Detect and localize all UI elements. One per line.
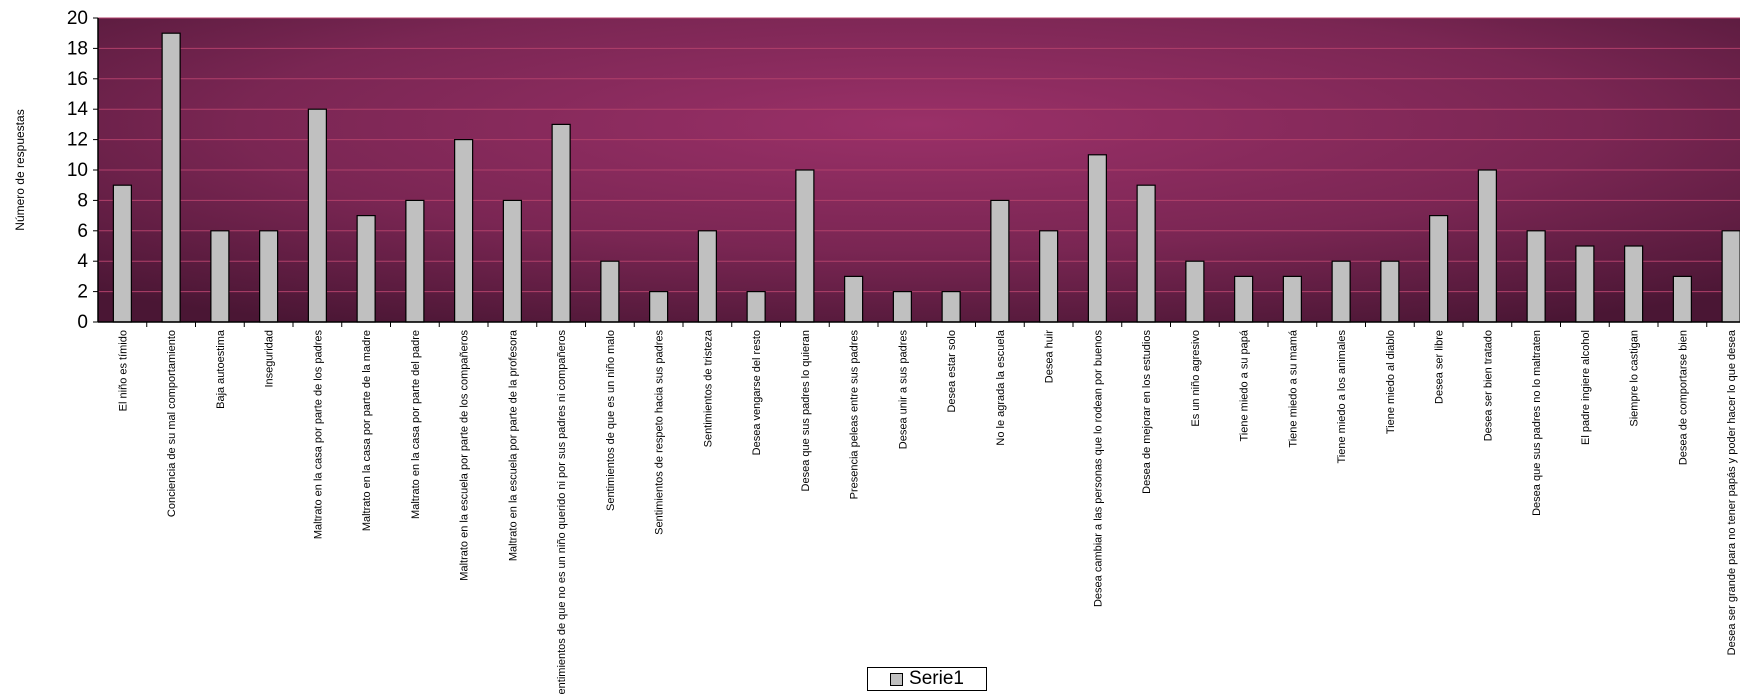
- bar: [1087, 154, 1107, 323]
- x-tick-label: Maltrato en la escuela por parte de los …: [459, 330, 471, 581]
- x-tick-label: Desea vengarse del resto: [751, 330, 763, 455]
- y-tick-label: 16: [67, 69, 88, 90]
- x-tick-label: El padre ingiere alcohol: [1580, 330, 1592, 445]
- x-tick-label: Conciencia de su mal comportamiento: [166, 330, 178, 517]
- x-tick-label: Es un niño agresivo: [1190, 330, 1202, 427]
- bar: [454, 139, 474, 323]
- x-tick-label: Desea ser bien tratado: [1482, 330, 1494, 441]
- bar: [259, 230, 279, 323]
- bar: [502, 199, 522, 323]
- x-tick-label: Desea cambiar a las personas que lo rode…: [1092, 330, 1104, 608]
- y-tick-labels: 0 2 4 6 8 10 12 14 16 18 20: [67, 8, 89, 333]
- x-tick-label: Tiene miedo a su papá: [1239, 329, 1251, 441]
- x-tick-label: Sentimientos de tristeza: [702, 329, 714, 447]
- axes: [93, 17, 1740, 327]
- bar: [1282, 275, 1302, 323]
- x-tick-label: Maltrato en la casa por parte del padre: [410, 330, 422, 519]
- bar: [1136, 184, 1156, 323]
- y-tick-label: 6: [77, 221, 88, 242]
- bar: [1185, 260, 1205, 323]
- bar: [1526, 230, 1546, 323]
- x-tick-label: Sentimientos de que no es un niño querid…: [556, 330, 568, 694]
- x-tick-label: Inseguridad: [264, 330, 276, 388]
- bar: [941, 291, 961, 323]
- x-tick-label: Desea de mejorar en los estudios: [1141, 330, 1153, 494]
- y-tick-label: 4: [77, 251, 88, 272]
- bar: [892, 291, 912, 323]
- x-tick-label: Presencia peleas entre sus padres: [849, 330, 861, 500]
- x-tick-label: Maltrato en la casa por parte de los pad…: [312, 330, 324, 540]
- bar: [844, 275, 864, 323]
- x-tick-label: Siempre lo castigan: [1629, 330, 1641, 427]
- x-tick-label: Maltrato en la escuela por parte de la p…: [507, 329, 519, 561]
- bar: [1331, 260, 1351, 323]
- y-tick-label: 0: [77, 312, 88, 333]
- x-tick-label: Desea que sus padres lo quieran: [800, 330, 812, 491]
- bars: [112, 32, 1740, 323]
- x-tick-label: Sentimientos de que es un niño malo: [605, 330, 617, 511]
- x-tick-label: Desea unir a sus padres: [897, 330, 909, 450]
- legend-label: Serie1: [909, 668, 964, 689]
- bar: [600, 260, 620, 323]
- legend-swatch: [890, 672, 904, 686]
- bar: [161, 32, 181, 323]
- bar: [1624, 245, 1644, 323]
- legend: Serie1: [867, 667, 987, 691]
- y-tick-label: 8: [77, 190, 88, 211]
- bar: [1575, 245, 1595, 323]
- bar: [1380, 260, 1400, 323]
- bar: [405, 199, 425, 323]
- x-tick-label: Desea ser grande para no tener papás y p…: [1726, 329, 1738, 655]
- x-tick-label: Desea huir: [1044, 330, 1056, 384]
- bar: [210, 230, 230, 323]
- y-tick-label: 14: [67, 99, 89, 120]
- bar: [1429, 215, 1449, 323]
- bar: [307, 108, 327, 323]
- x-tick-label: Sentimientos de respeto hacia sus padres: [654, 330, 666, 535]
- y-tick-label: 12: [67, 130, 88, 151]
- x-tick-label: Desea que sus padres no lo maltraten: [1531, 330, 1543, 516]
- bar: [697, 230, 717, 323]
- bar: [356, 215, 376, 323]
- y-tick-label: 20: [67, 8, 88, 29]
- x-tick-label: Baja autoestima: [215, 329, 227, 409]
- bar: [112, 184, 132, 323]
- x-tick-label: No le agrada la escuela: [995, 329, 1007, 445]
- bar: [649, 291, 669, 323]
- bar: [1234, 275, 1254, 323]
- bar: [990, 199, 1010, 323]
- x-tick-label: Maltrato en la casa por parte de la madr…: [361, 330, 373, 531]
- y-tick-label: 10: [67, 160, 88, 181]
- y-tick-label: 18: [67, 38, 88, 59]
- x-tick-label: Desea ser libre: [1434, 330, 1446, 404]
- x-tick-label: Tiene miedo a los animales: [1336, 330, 1348, 464]
- x-tick-label: El niño es tímido: [117, 330, 129, 411]
- bar: [746, 291, 766, 323]
- x-tick-label: Desea de comportarse bien: [1677, 330, 1689, 465]
- bar: [1672, 275, 1692, 323]
- x-tick-labels: El niño es tímido Conciencia de su mal co…: [117, 329, 1738, 694]
- x-tick-label: Tiene miedo al diablo: [1385, 330, 1397, 434]
- bar: [1039, 230, 1059, 323]
- y-tick-label: 2: [77, 282, 88, 303]
- y-axis-label: Número de respuestas: [13, 109, 27, 230]
- bar: [1721, 230, 1740, 323]
- x-tick-label: Tiene miedo a su mamá: [1287, 329, 1299, 447]
- bar: [795, 169, 815, 323]
- x-tick-label: Desea estar solo: [946, 330, 958, 413]
- bar: [1477, 169, 1497, 323]
- bar: [551, 123, 571, 323]
